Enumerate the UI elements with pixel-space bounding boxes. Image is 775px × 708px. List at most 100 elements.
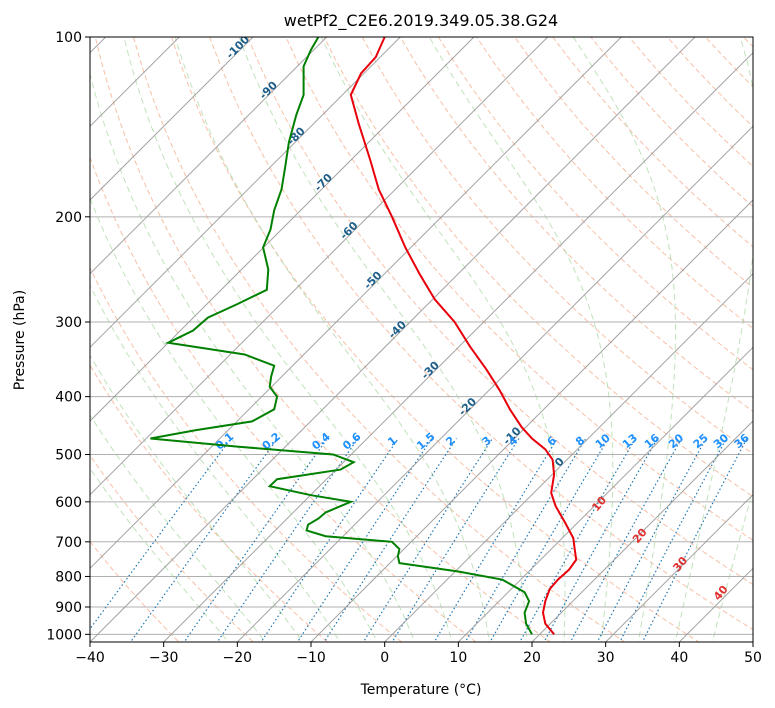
x-tick-label: −30 — [149, 650, 179, 666]
isotherm — [236, 125, 753, 642]
mixing-ratio-line — [464, 438, 587, 642]
mixing-ratio-line — [433, 438, 558, 642]
mixing-ratio-label: 0.4 — [310, 430, 334, 453]
x-tick-label: 40 — [670, 650, 688, 666]
moist-adiabat — [90, 71, 416, 642]
x-axis: −40 −30 −20 −10 0 10 20 30 40 50 — [75, 642, 762, 666]
y-tick-label: 900 — [55, 600, 82, 616]
mixing-ratio-lines — [90, 438, 748, 642]
dry-adiabat — [399, 37, 753, 413]
isotherm-lines — [90, 37, 753, 642]
mixing-ratio-line — [362, 438, 493, 642]
y-tick-label: 400 — [55, 390, 82, 406]
y-axis-label: Pressure (hPa) — [12, 290, 28, 390]
x-tick-label: 30 — [597, 650, 615, 666]
y-tick-label: 200 — [55, 210, 82, 226]
mixing-ratio-label: 2 — [443, 434, 457, 449]
mixing-ratio-line — [596, 438, 707, 642]
isotherm — [90, 37, 328, 275]
temperature-profile — [349, 37, 578, 635]
moist-adiabat — [174, 37, 490, 642]
isotherm-label: -70 — [312, 171, 335, 194]
isotherm-label: -60 — [337, 219, 360, 242]
y-tick-label: 1000 — [46, 627, 82, 643]
y-tick-label: 800 — [55, 569, 82, 585]
isotherm — [90, 37, 622, 570]
moist-adiabat — [90, 467, 229, 642]
sounding-profiles — [150, 37, 578, 635]
dry-adiabat — [209, 37, 753, 631]
dry-adiabat — [90, 454, 254, 642]
dry-adiabat — [132, 37, 626, 642]
x-tick-label: −10 — [296, 650, 326, 666]
isotherm — [457, 346, 753, 642]
mixing-ratio-label: 3 — [480, 434, 494, 449]
moist-adiabat — [90, 354, 304, 642]
x-tick-label: 50 — [744, 650, 762, 666]
y-tick-label: 500 — [55, 448, 82, 464]
mixing-ratio-label: 8 — [573, 434, 587, 449]
mixing-ratio-line — [489, 438, 609, 642]
mixing-ratio-line — [619, 438, 727, 642]
moist-adiabat — [428, 37, 614, 642]
mixing-ratio-label: 36 — [732, 431, 752, 451]
moist-adiabat — [320, 37, 566, 642]
dry-adiabat — [90, 364, 329, 642]
moist-adiabat — [711, 488, 753, 642]
x-tick-label: −40 — [75, 650, 105, 666]
isotherm — [605, 493, 753, 642]
isotherm — [90, 37, 696, 642]
moist-adiabat — [674, 37, 753, 642]
dry-adiabat — [90, 540, 180, 642]
dry-adiabat — [171, 37, 700, 642]
isotherm — [752, 641, 753, 642]
dry-adiabat — [90, 155, 477, 642]
mixing-ratio-label: 10 — [593, 431, 613, 451]
mixing-ratio-label: 0.1 — [213, 430, 236, 452]
mixing-ratio-line — [391, 438, 520, 642]
mixing-ratio-line — [260, 438, 399, 642]
mixing-ratio-label: 30 — [711, 431, 731, 451]
dry-adiabat — [704, 37, 753, 88]
isotherm — [90, 37, 401, 349]
mixing-ratio-line — [519, 438, 637, 642]
isotherm-label: -20 — [456, 395, 479, 418]
mixing-ratio-label: 25 — [691, 431, 711, 451]
y-tick-label: 300 — [55, 315, 82, 331]
plot-frame — [89, 36, 754, 643]
moist-adiabat — [90, 284, 341, 642]
y-tick-label: 700 — [55, 535, 82, 551]
chart-title: wetPf2_C2E6.2019.349.05.38.G24 — [284, 11, 558, 31]
isotherm — [90, 37, 549, 496]
moist-adiabat — [90, 196, 378, 642]
isotherm-label: -90 — [257, 78, 280, 101]
dry-adiabat — [743, 37, 753, 48]
mixing-ratio-line — [543, 438, 658, 642]
y-axis: 100 200 300 400 500 600 700 800 900 1000 — [46, 30, 90, 643]
dry-adiabat — [247, 37, 753, 586]
mixing-ratio-line — [90, 438, 232, 630]
dry-adiabat — [437, 37, 753, 371]
y-tick-label: 100 — [55, 30, 82, 46]
moist-adiabat-label: 40 — [711, 583, 731, 603]
dry-adiabat — [323, 37, 753, 498]
grid-lines — [90, 37, 753, 635]
x-tick-label: 10 — [449, 650, 467, 666]
moist-adiabat-label: 10 — [589, 494, 609, 514]
mixing-ratio-line — [296, 438, 433, 642]
x-tick-label: 0 — [380, 650, 389, 666]
dry-adiabat — [90, 266, 403, 642]
moist-adiabat — [572, 37, 676, 642]
y-tick-label: 600 — [55, 495, 82, 511]
mixing-ratio-label: 13 — [620, 431, 640, 451]
isotherm — [384, 272, 753, 642]
mixing-ratio-line — [183, 438, 328, 642]
mixing-ratio-line — [129, 438, 279, 642]
moist-adiabat — [123, 37, 453, 642]
dry-adiabat — [514, 37, 753, 289]
background-lines — [90, 37, 753, 642]
dewpoint-profile — [150, 37, 533, 635]
isotherm — [678, 567, 753, 642]
moist-adiabat — [238, 37, 528, 642]
